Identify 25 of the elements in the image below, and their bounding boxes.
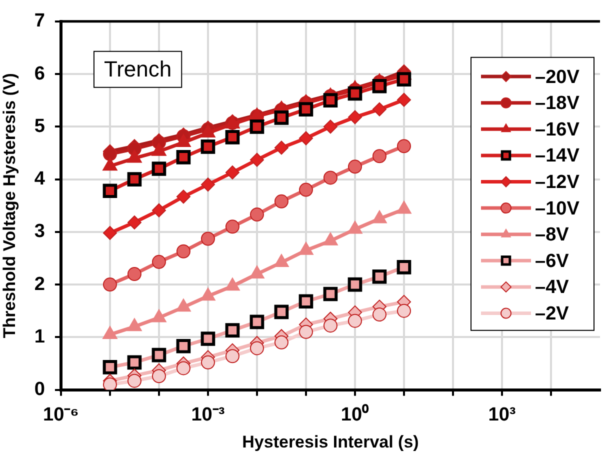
legend-label: –18V: [535, 93, 580, 114]
x-tick-label: 10⁻⁶: [43, 404, 79, 426]
x-tick-label: 10⁻³: [191, 404, 225, 426]
legend-label: –8V: [535, 224, 570, 246]
legend-label: –14V: [535, 146, 580, 167]
legend-label: –6V: [535, 250, 570, 272]
y-tick-label: 6: [34, 63, 45, 84]
y-tick-label: 2: [34, 274, 45, 295]
x-axis-title: Hysteresis Interval (s): [242, 432, 419, 452]
y-tick-label: 3: [34, 221, 45, 242]
x-tick-label: 10⁰: [340, 403, 370, 426]
y-tick-label: 7: [34, 10, 45, 32]
y-tick-label: 1: [34, 326, 46, 348]
y-axis-title: Threshold Voltage Hysteresis (V): [0, 73, 19, 338]
annotation: Trench: [104, 56, 172, 82]
y-tick-label: 4: [34, 168, 46, 190]
y-tick-label: 5: [34, 116, 46, 137]
legend-label: –2V: [535, 303, 570, 324]
legend-label: –20V: [535, 66, 580, 88]
legend-label: –10V: [535, 198, 580, 220]
x-tick-label: 10³: [488, 404, 516, 426]
legend-label: –12V: [535, 172, 580, 193]
legend-label: –4V: [535, 277, 570, 298]
legend-label: –16V: [535, 119, 580, 140]
y-tick-label: 0: [34, 379, 45, 400]
